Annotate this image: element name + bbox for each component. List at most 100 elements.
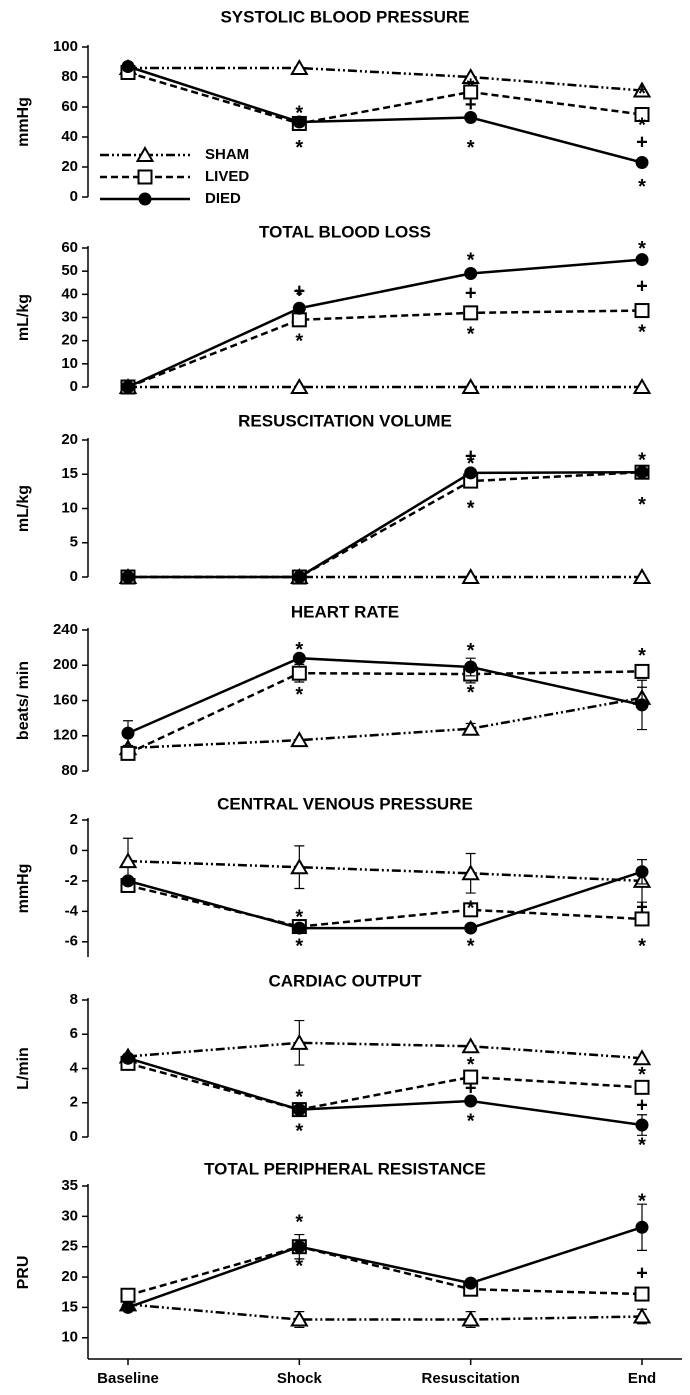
marker xyxy=(632,377,652,394)
marker xyxy=(120,745,136,761)
annotation: * xyxy=(638,176,646,198)
annotation: + xyxy=(636,131,648,153)
series-line xyxy=(128,470,643,579)
marker xyxy=(464,266,478,280)
marker xyxy=(138,192,152,206)
y-tick-label: 20 xyxy=(61,1268,78,1285)
marker xyxy=(463,305,479,321)
annotation: * xyxy=(295,137,303,159)
annotation: * xyxy=(295,1255,303,1277)
y-tick-label: 60 xyxy=(61,98,78,115)
y-tick-label: 20 xyxy=(61,431,78,448)
annotation: * xyxy=(467,497,475,519)
legend-label: DIED xyxy=(205,190,241,207)
annotation: * xyxy=(638,1190,646,1212)
panel-title: SYSTOLIC BLOOD PRESSURE xyxy=(220,7,469,26)
marker xyxy=(121,570,135,584)
y-tick-label: -2 xyxy=(65,872,78,889)
marker xyxy=(635,156,649,169)
y-axis-label: PRU xyxy=(15,1256,32,1290)
marker xyxy=(461,67,480,84)
marker xyxy=(463,1069,479,1085)
y-tick-label: 25 xyxy=(61,1238,78,1255)
series-line xyxy=(128,66,643,92)
series-line xyxy=(127,1041,643,1060)
annotation: * xyxy=(295,936,303,958)
series-line xyxy=(127,1245,643,1297)
marker xyxy=(292,1103,306,1117)
series-line xyxy=(127,870,643,930)
y-tick-label: 15 xyxy=(61,1298,78,1315)
annotation: * xyxy=(638,936,646,958)
y-axis-label: L/min xyxy=(15,1047,32,1090)
y-tick-label: 0 xyxy=(70,1128,78,1145)
annotation: * xyxy=(295,907,303,929)
y-tick-label: 10 xyxy=(61,1329,78,1346)
marker xyxy=(290,58,309,75)
annotation: * xyxy=(295,102,303,124)
y-tick-label: 30 xyxy=(61,1207,78,1224)
annotation: + xyxy=(636,1094,648,1116)
marker xyxy=(290,731,309,748)
y-tick-label: 200 xyxy=(53,656,78,673)
y-tick-label: 30 xyxy=(61,308,78,325)
y-tick-label: 5 xyxy=(70,534,78,551)
annotation: * xyxy=(295,284,303,306)
marker xyxy=(634,663,650,679)
y-tick-label: 15 xyxy=(61,465,78,482)
x-tick-label: Shock xyxy=(277,1370,323,1387)
marker xyxy=(634,1079,650,1095)
annotation: + xyxy=(293,280,305,302)
annotation: * xyxy=(467,898,475,920)
y-tick-label: 8 xyxy=(70,991,78,1008)
marker xyxy=(137,169,153,185)
annotation: * xyxy=(638,83,646,105)
marker xyxy=(464,1094,478,1108)
marker xyxy=(291,665,307,681)
marker xyxy=(632,567,652,584)
y-tick-label: 35 xyxy=(61,1177,78,1194)
marker xyxy=(464,660,478,674)
annotation: * xyxy=(467,1110,475,1132)
annotation: + xyxy=(636,276,648,298)
series-line xyxy=(127,696,643,750)
y-axis-label: beats/ min xyxy=(15,661,32,740)
marker xyxy=(632,1049,652,1066)
series-line xyxy=(127,65,643,164)
annotation: * xyxy=(295,639,303,661)
annotation: + xyxy=(465,94,477,116)
marker xyxy=(461,1310,480,1327)
marker xyxy=(464,1276,478,1290)
series-line xyxy=(128,470,643,579)
legend-label: SHAM xyxy=(205,146,249,163)
marker xyxy=(118,852,138,869)
marker xyxy=(635,865,649,879)
series-line xyxy=(127,1062,643,1111)
marker xyxy=(121,380,135,394)
y-axis-label: mL/kg xyxy=(15,485,32,532)
annotation: * xyxy=(467,137,475,159)
marker xyxy=(290,1033,309,1050)
marker xyxy=(634,107,650,122)
marker xyxy=(121,726,135,740)
y-axis-label: mmHg xyxy=(15,864,32,914)
panel-title: RESUSCITATION VOLUME xyxy=(238,411,452,430)
marker xyxy=(120,1287,136,1303)
marker xyxy=(463,84,479,100)
series-line xyxy=(127,309,643,389)
marker xyxy=(632,1307,652,1324)
y-tick-label: 10 xyxy=(61,355,78,372)
marker xyxy=(121,1051,135,1065)
annotation: * xyxy=(638,494,646,516)
marker xyxy=(292,570,306,584)
y-tick-label: -6 xyxy=(65,933,78,950)
annotation: + xyxy=(465,445,477,467)
annotation: * xyxy=(467,936,475,958)
y-tick-label: 0 xyxy=(70,378,78,395)
y-tick-label: 40 xyxy=(61,128,78,145)
marker xyxy=(634,1286,650,1302)
marker xyxy=(290,858,309,875)
y-tick-label: 100 xyxy=(53,38,78,55)
